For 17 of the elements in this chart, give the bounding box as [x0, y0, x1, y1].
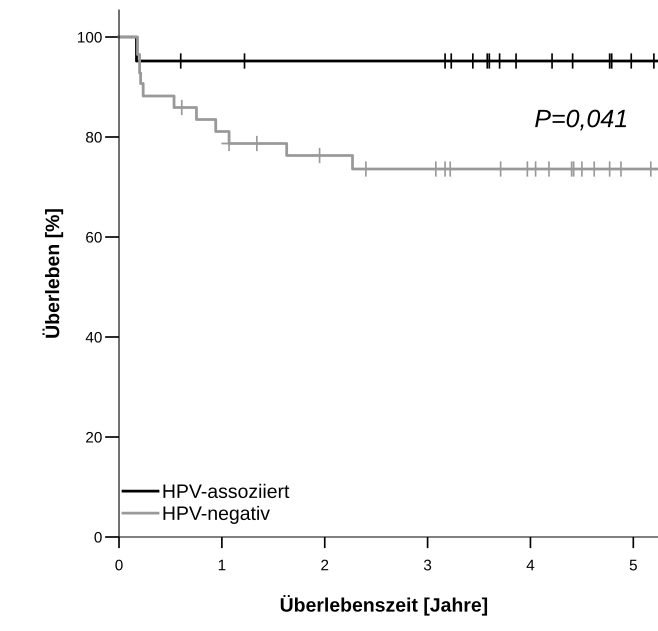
y-tick-label: 60	[86, 232, 102, 243]
legend-label: HPV-negativ	[164, 506, 270, 524]
y-tick-label: 100	[78, 32, 102, 43]
x-tick-label: 5	[630, 560, 637, 570]
annotation: P=0,041	[535, 110, 626, 130]
y-tick-label: 0	[94, 532, 102, 543]
x-tick-label: 3	[424, 560, 432, 570]
y-axis-title: Überleben [%]	[42, 209, 64, 338]
x-tick-label: 1	[218, 560, 226, 570]
legend-label: HPV-assoziiert	[164, 484, 290, 498]
x-tick-label: 4	[526, 560, 534, 570]
y-tick-label: 20	[86, 432, 102, 443]
x-tick-label: 0	[115, 560, 123, 570]
y-tick-label: 40	[86, 332, 102, 343]
x-axis-title: Überlebenszeit [Jahre]	[280, 594, 488, 616]
y-tick-label: 80	[86, 132, 102, 143]
x-tick-label: 2	[321, 560, 328, 570]
